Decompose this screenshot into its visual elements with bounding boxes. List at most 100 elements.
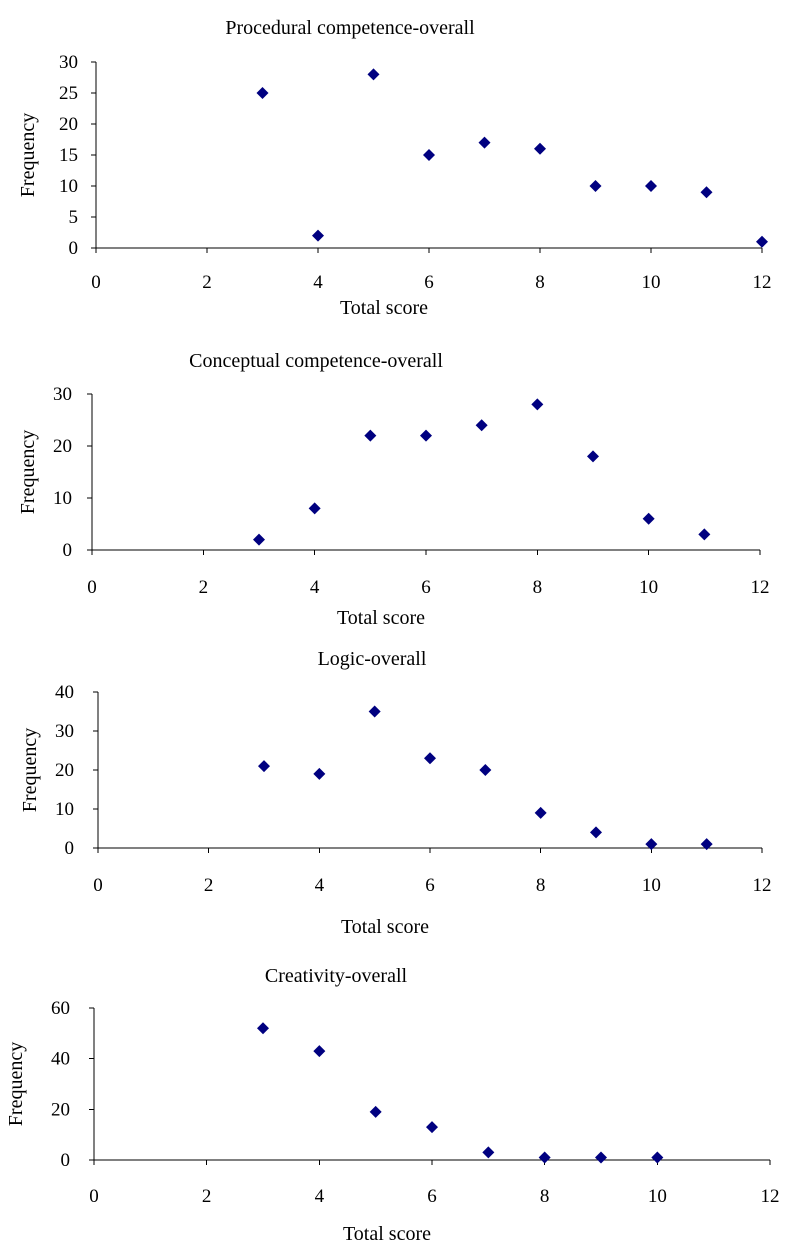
y-tick-label: 10 [55, 799, 74, 820]
data-point [369, 1105, 382, 1118]
x-tick-label: 2 [199, 577, 209, 598]
y-tick-label: 60 [51, 998, 70, 1019]
y-tick-label: 5 [69, 207, 79, 228]
data-point [478, 136, 491, 149]
data-point [534, 806, 547, 819]
y-tick-label: 40 [55, 682, 74, 703]
x-tick-label: 2 [204, 875, 214, 896]
data-point [475, 419, 488, 432]
data-point [364, 429, 377, 442]
y-axis-label: Frequency [17, 430, 39, 514]
data-point [595, 1151, 607, 1164]
x-tick-label: 12 [753, 272, 772, 293]
data-point [651, 1151, 664, 1164]
y-tick-label: 10 [53, 488, 72, 509]
y-tick-label: 25 [59, 83, 78, 104]
y-tick-label: 30 [55, 721, 74, 742]
data-point [479, 764, 492, 776]
data-point [257, 1022, 269, 1035]
x-tick-label: 0 [93, 875, 103, 896]
x-tick-label: 4 [313, 272, 323, 293]
x-tick-label: 4 [315, 1186, 325, 1207]
x-axis-label: Total score [337, 607, 425, 629]
data-point [423, 149, 435, 161]
y-tick-label: 20 [59, 114, 78, 135]
x-axis-label: Total score [343, 1223, 431, 1242]
data-point [590, 826, 602, 839]
data-point [698, 528, 711, 541]
x-tick-label: 12 [761, 1186, 780, 1207]
x-tick-label: 10 [639, 577, 658, 598]
x-tick-label: 0 [89, 1186, 99, 1207]
data-point [589, 180, 602, 192]
x-tick-label: 8 [540, 1186, 550, 1207]
x-tick-label: 10 [648, 1186, 667, 1207]
y-tick-label: 20 [51, 1099, 70, 1120]
x-tick-label: 6 [425, 875, 435, 896]
data-point [313, 767, 326, 780]
x-tick-label: 8 [533, 577, 543, 598]
data-point [258, 760, 270, 773]
y-axis-label: Frequency [19, 728, 41, 812]
data-point [426, 1121, 438, 1134]
x-tick-label: 8 [535, 272, 545, 293]
x-axis-label: Total score [340, 297, 428, 319]
y-tick-label: 20 [55, 760, 74, 781]
chart-2: Conceptual competence-overall 0 10 20 30 0 2 4 6… [17, 350, 770, 629]
chart-1: Procedural competence-overall05101520253… [17, 17, 772, 319]
x-tick-label: 6 [427, 1186, 437, 1207]
data-point [253, 533, 265, 546]
data-point [534, 142, 546, 155]
y-tick-label: 40 [51, 1049, 70, 1070]
y-axis-label: Frequency [5, 1042, 27, 1126]
x-tick-label: 0 [91, 272, 101, 293]
data-point [420, 429, 432, 442]
x-tick-label: 10 [642, 272, 661, 293]
data-point [700, 838, 713, 851]
data-point [531, 398, 544, 411]
x-axis-label: Total score [341, 916, 429, 938]
x-tick-label: 4 [315, 875, 325, 896]
data-point [368, 705, 381, 718]
chart-3: Logic-overall 0 10 20 30 40 0 2 4 6 8 10 12 Total sco… [19, 648, 772, 938]
y-tick-label: 0 [69, 238, 79, 259]
x-tick-label: 6 [424, 272, 434, 293]
x-tick-label: 8 [536, 875, 546, 896]
y-tick-label: 30 [59, 52, 78, 73]
data-point [313, 1045, 326, 1058]
y-tick-label: 20 [53, 436, 72, 457]
chart-title: Logic-overall [318, 648, 427, 670]
x-tick-label: 4 [310, 577, 320, 598]
chart-title: Conceptual competence-overall [189, 350, 443, 372]
data-point [256, 87, 269, 99]
y-axis-label: Frequency [17, 113, 39, 197]
y-tick-label: 30 [53, 384, 72, 405]
chart-title: Creativity-overall [265, 965, 408, 987]
data-point [587, 450, 599, 463]
chart-4: Creativity-overall 0 20 40 60 0 2 4 6 8 10 12 Total … [5, 965, 780, 1242]
x-tick-label: 10 [642, 875, 661, 896]
data-point [700, 186, 713, 199]
y-tick-label: 0 [63, 540, 73, 561]
y-tick-label: 0 [65, 838, 75, 859]
x-tick-label: 2 [202, 272, 212, 293]
data-point [756, 235, 768, 248]
data-point [308, 502, 321, 515]
data-point [538, 1151, 551, 1164]
x-tick-label: 12 [753, 875, 772, 896]
data-point [645, 838, 658, 851]
y-tick-label: 15 [59, 145, 78, 166]
x-tick-label: 0 [87, 577, 97, 598]
data-point [642, 512, 655, 525]
data-point [367, 68, 380, 81]
y-tick-label: 10 [59, 176, 78, 197]
y-tick-label: 0 [61, 1150, 71, 1171]
data-point [424, 752, 436, 765]
chart-title: Procedural competence-overall [225, 17, 475, 39]
x-tick-label: 12 [751, 577, 770, 598]
x-tick-label: 2 [202, 1186, 212, 1207]
data-point [645, 180, 657, 192]
data-point [312, 229, 324, 242]
x-tick-label: 6 [421, 577, 431, 598]
